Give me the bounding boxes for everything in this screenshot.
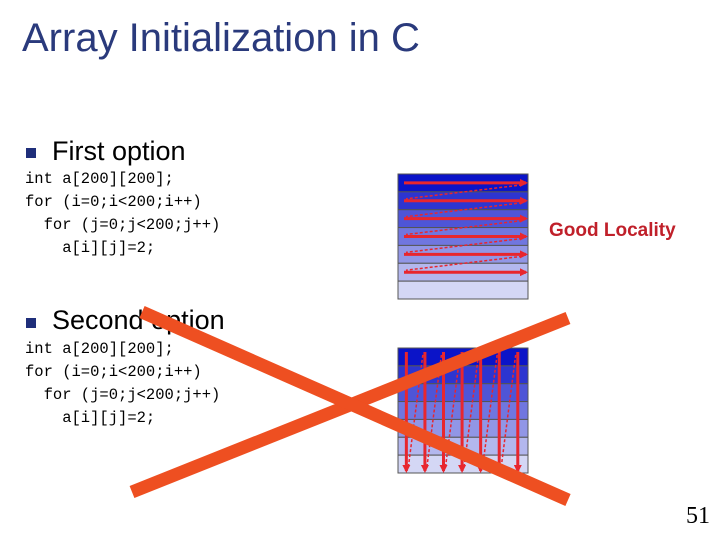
code-line: a[i][j]=2;: [25, 239, 156, 257]
code-line: int a[200][200];: [25, 340, 174, 358]
return-arrow: [405, 255, 523, 271]
good-locality-label: Good Locality: [549, 220, 676, 241]
code-line: for (i=0;i<200;i++): [25, 363, 202, 381]
bullet-marker: [26, 318, 36, 328]
return-arrow: [405, 184, 523, 200]
code-line: for (i=0;i<200;i++): [25, 193, 202, 211]
code-line: for (j=0;j<200;j++): [25, 386, 221, 404]
column-major-traversal-diagram: [397, 347, 529, 474]
code-line: a[i][j]=2;: [25, 409, 156, 427]
return-arrow: [405, 202, 523, 218]
second-option-heading: Second option: [52, 305, 225, 335]
code-line: int a[200][200];: [25, 170, 174, 188]
code-line: for (j=0;j<200;j++): [25, 216, 221, 234]
grid-row: [397, 280, 529, 300]
page-number: 51: [686, 503, 710, 529]
slide-title: Array Initialization in C: [22, 16, 420, 60]
first-option-code: int a[200][200]; for (i=0;i<200;i++) for…: [25, 168, 220, 260]
return-arrow: [405, 219, 523, 236]
second-option-code: int a[200][200]; for (i=0;i<200;i++) for…: [25, 338, 220, 430]
return-arrow: [405, 237, 523, 254]
row-major-traversal-diagram: [397, 173, 529, 300]
bullet-marker: [26, 148, 36, 158]
first-option-heading: First option: [52, 136, 186, 166]
